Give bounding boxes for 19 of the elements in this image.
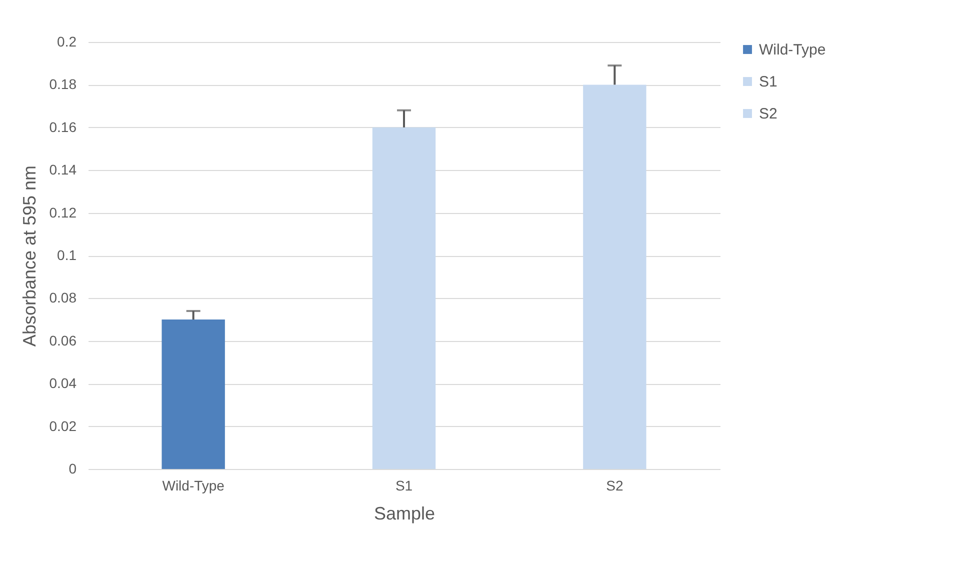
y-axis-title: Absorbance at 595 nm <box>19 165 40 347</box>
legend-label: S2 <box>759 106 778 122</box>
y-tick-label: 0.02 <box>49 418 77 434</box>
y-tick-label: 0.08 <box>49 290 77 306</box>
y-tick-label: 0.12 <box>49 204 77 220</box>
x-tick-label: S1 <box>395 478 413 494</box>
y-tick-label: 0.2 <box>57 34 77 50</box>
legend-label: S1 <box>759 74 778 90</box>
x-tick-label: S2 <box>606 478 624 494</box>
y-tick-label: 0.16 <box>49 118 77 135</box>
y-tick-label: 0.04 <box>49 375 77 392</box>
x-tick-label: Wild-Type <box>162 478 225 494</box>
y-tick-label: 0.06 <box>49 332 77 348</box>
y-tick-label: 0 <box>68 460 77 476</box>
x-axis-title: Sample <box>374 504 436 524</box>
y-tick-label: 0.18 <box>49 76 77 92</box>
y-tick-label: 0.1 <box>57 247 77 263</box>
legend-label: Wild-Type <box>759 42 826 58</box>
y-tick-label: 0.14 <box>49 162 77 178</box>
